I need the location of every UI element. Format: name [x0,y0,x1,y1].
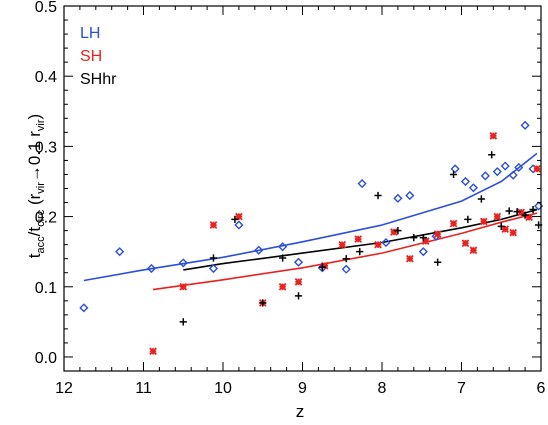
point-lh [418,247,428,257]
point-sh [449,219,458,228]
tick-labels: 12 11 10 9 8 7 6 0.0 0.1 0.2 0.3 0.4 0.5 [35,0,546,397]
point-shhr [521,211,529,219]
point-lh [492,167,502,177]
point-sh [433,230,442,238]
point-shhr [449,170,458,179]
point-lh [508,170,518,180]
point-lh [178,258,188,268]
point-shhr [410,234,418,242]
point-sh [493,212,502,221]
point-lh [393,193,403,203]
point-shhr [477,195,485,203]
x-tick-label: 11 [135,380,152,397]
x-tick-label: 9 [298,380,307,397]
point-sh [405,254,414,263]
point-shhr [488,151,496,159]
point-shhr [209,254,218,262]
point-sh [501,225,510,234]
point-shhr [513,208,521,216]
x-tick-label: 12 [55,380,73,397]
point-shhr [259,299,267,307]
point-sh [421,237,430,245]
point-sh [374,240,382,249]
point-sh [489,132,498,140]
fit-lines [83,152,538,291]
point-lh [293,257,304,267]
point-lh [254,245,264,255]
legend: LH SH SHhr [80,25,117,88]
plot-frame [63,5,542,372]
point-lh [381,237,391,248]
fit-line-lh [83,152,538,282]
legend-entry-sh: SH [80,48,102,65]
point-sh [509,228,518,237]
point-shhr [279,254,287,262]
y-tick-label: 0.2 [35,210,57,227]
point-shhr [179,318,187,326]
y-tick-label: 0.4 [35,69,57,86]
point-lh [468,183,479,193]
point-sh [149,347,157,356]
y-tick-label: 0.3 [35,139,57,156]
point-lh [79,303,89,313]
point-lh [514,162,524,173]
y-tick-label: 0.0 [35,350,57,367]
point-shhr [294,292,303,300]
x-tick-label: 8 [378,380,387,397]
point-shhr [374,191,382,200]
point-lh [460,176,471,187]
point-shhr [231,215,239,223]
point-shhr [318,263,326,271]
point-lh [278,242,288,252]
point-shhr [419,234,427,242]
point-shhr [505,207,513,215]
point-sh [294,278,303,286]
point-sh [278,282,287,291]
data-points [79,120,544,356]
point-sh [390,228,398,236]
x-tick-label: 6 [537,380,546,397]
x-tick-label: 7 [457,380,466,397]
x-tick-label: 10 [214,380,232,397]
point-shhr [434,258,442,266]
point-sh [338,240,347,249]
x-axis-label: z [296,402,305,421]
point-sh [525,213,533,222]
point-shhr [497,222,505,231]
point-sh [461,239,470,248]
point-sh [320,261,329,270]
point-shhr [356,248,364,256]
point-lh [208,263,219,274]
point-lh [500,161,510,171]
y-tick-label: 0.5 [35,0,57,16]
point-sh [533,165,541,173]
point-lh [480,171,490,181]
point-lh [357,178,367,189]
fit-line-sh [152,212,538,291]
point-shhr [529,205,537,214]
legend-entry-shhr: SHhr [80,71,117,88]
point-sh [517,208,525,217]
point-lh [341,264,351,274]
point-shhr [394,227,402,235]
legend-entry-lh: LH [80,25,100,42]
point-lh [520,120,530,130]
y-axis-label: tacc/tcirc (rvir→0.1 rvir) [25,114,47,258]
point-sh [209,221,218,229]
point-shhr [342,255,350,263]
point-lh [234,220,244,230]
point-sh [235,212,243,221]
point-lh [146,263,157,274]
point-sh [354,235,362,243]
point-shhr [464,215,472,223]
point-sh [179,282,188,291]
y-tick-label: 0.1 [35,280,57,297]
point-lh [115,247,125,257]
point-sh [479,217,488,226]
axes [63,5,542,372]
point-sh [469,246,478,255]
point-lh [405,190,415,201]
point-lh [450,164,460,174]
